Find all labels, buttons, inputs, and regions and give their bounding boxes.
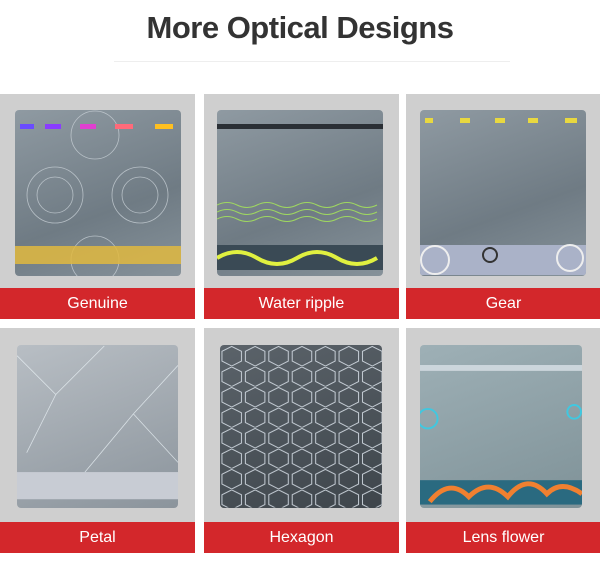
page-title: More Optical Designs — [146, 10, 454, 45]
genuine-hologram-image — [15, 110, 181, 276]
lens-flower-hologram-image — [420, 345, 582, 508]
design-label: Genuine — [0, 288, 195, 319]
water-ripple-hologram-image — [217, 110, 383, 276]
design-card-lens-flower[interactable]: Lens flower — [406, 328, 600, 553]
petal-hologram-image — [17, 345, 178, 508]
design-label: Hexagon — [204, 522, 399, 553]
design-label: Petal — [0, 522, 195, 553]
design-label: Lens flower — [406, 522, 600, 553]
design-label: Gear — [406, 288, 600, 319]
design-label: Water ripple — [204, 288, 399, 319]
gear-hologram-image — [420, 110, 586, 276]
hexagon-hologram-image — [220, 345, 382, 508]
design-card-petal[interactable]: Petal — [0, 328, 195, 553]
design-card-hexagon[interactable]: Hexagon — [204, 328, 399, 553]
design-card-genuine[interactable]: Genuine — [0, 94, 195, 319]
design-card-water-ripple[interactable]: Water ripple — [204, 94, 399, 319]
design-card-gear[interactable]: Gear — [406, 94, 600, 319]
title-divider — [114, 61, 510, 62]
